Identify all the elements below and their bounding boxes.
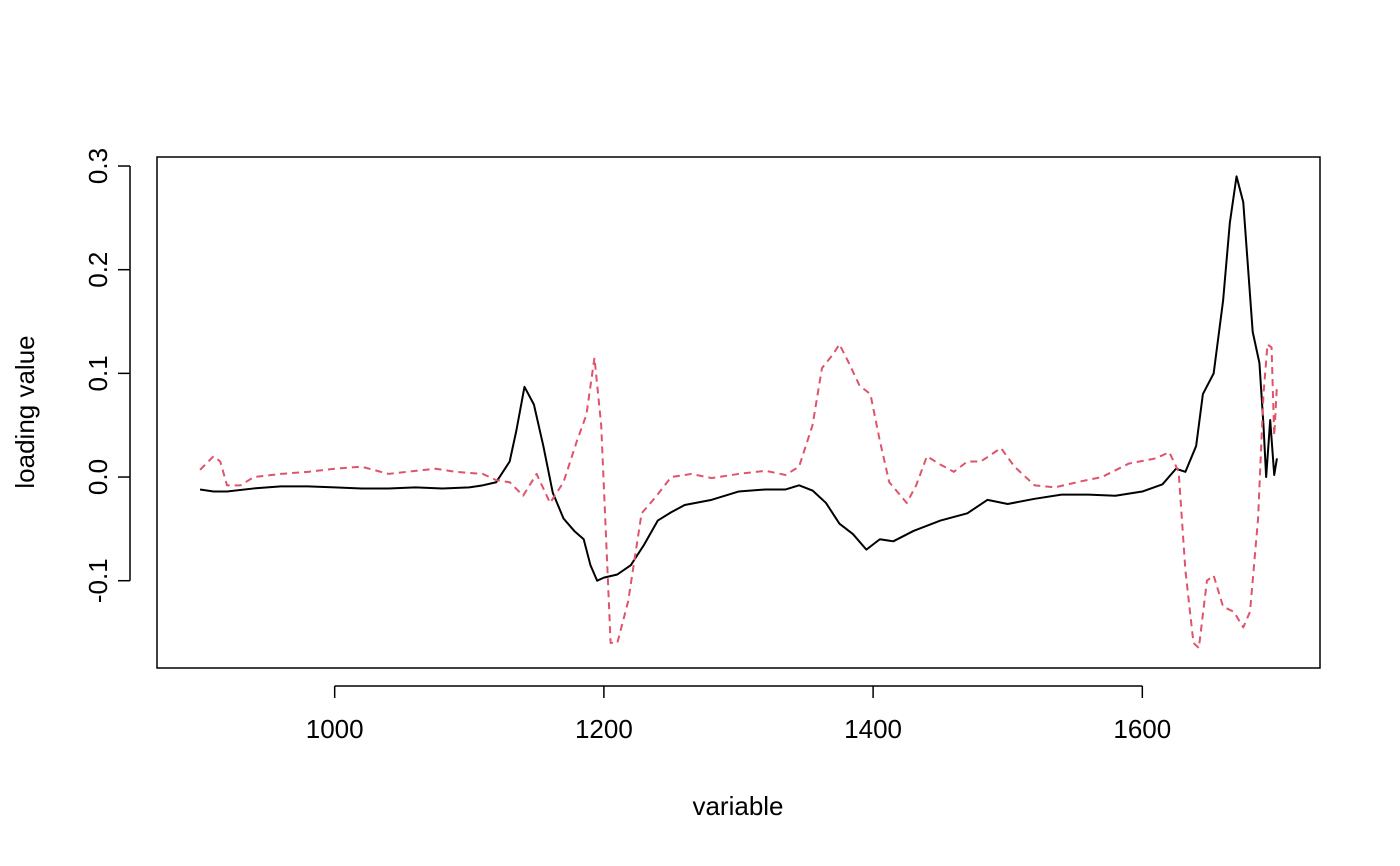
data-line: [199, 343, 1278, 650]
x-tick-label: 1200: [575, 714, 633, 744]
y-tick-label: 0.0: [83, 459, 113, 495]
x-axis-label: variable: [692, 791, 783, 821]
x-tick-label: 1400: [844, 714, 902, 744]
y-axis-label: loading value: [10, 335, 40, 488]
y-tick-label: 0.3: [83, 148, 113, 184]
data-line: [199, 175, 1278, 582]
x-tick-label: 1600: [1113, 714, 1171, 744]
x-tick-label: 1000: [306, 714, 364, 744]
y-tick-label: 0.2: [83, 252, 113, 288]
y-tick-label: -0.1: [83, 558, 113, 603]
plot-frame: [156, 156, 1321, 669]
y-tick-label: 0.1: [83, 355, 113, 391]
